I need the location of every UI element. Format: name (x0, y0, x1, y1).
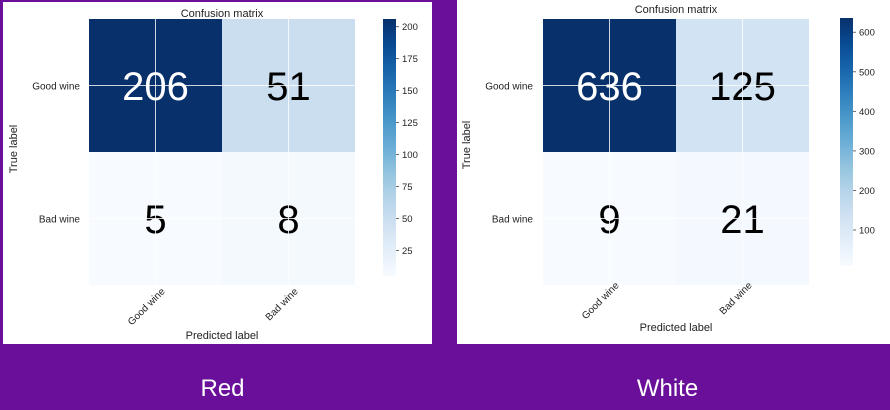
x-axis-label: Predicted label (186, 330, 259, 342)
chart-title: Confusion matrix (635, 4, 718, 16)
colorbar-tick-label: 500 (859, 67, 875, 78)
colorbar (840, 18, 853, 266)
y-axis-label: True label (461, 121, 473, 170)
chart-title: Confusion matrix (181, 8, 264, 20)
x-axis-label: Predicted label (640, 322, 713, 334)
colorbar-tick-label: 100 (859, 226, 875, 237)
colorbar-tick-label: 100 (402, 150, 418, 161)
caption-white: White (636, 375, 699, 402)
colorbar-tick-label: 300 (859, 146, 875, 157)
red-wine-confusion-matrix-panel: Confusion matrix 206 51 5 8 Good wine Bad wine… (3, 2, 432, 344)
colorbar-tick-label: 150 (402, 86, 418, 97)
colorbar-tick-label: 25 (402, 246, 413, 257)
colorbar-tick-label: 50 (402, 214, 413, 225)
y-tick-label: Bad wine (39, 215, 81, 226)
y-tick-label: Good wine (485, 82, 533, 93)
caption-red: Red (200, 375, 245, 402)
colorbar-tick-label: 75 (402, 182, 413, 193)
x-tick-label: Good wine (580, 280, 622, 322)
colorbar (383, 19, 396, 276)
x-tick-label: Bad wine (264, 286, 301, 323)
colorbar-tick-label: 200 (859, 186, 875, 197)
colorbar-tick-label: 175 (402, 54, 418, 65)
x-tick-label: Bad wine (718, 280, 755, 317)
y-tick-label: Bad wine (492, 215, 534, 226)
colorbar-tick-label: 400 (859, 107, 875, 118)
y-axis-label: True label (8, 125, 20, 174)
colorbar-tick-label: 125 (402, 118, 418, 129)
white-wine-confusion-matrix-panel: Confusion matrix 636 125 9 21 Good wine Bad wi… (457, 0, 890, 344)
colorbar-tick-label: 600 (859, 28, 875, 39)
colorbar-tick-label: 200 (402, 22, 418, 33)
x-tick-label: Good wine (126, 286, 168, 328)
y-tick-label: Good wine (32, 82, 80, 93)
